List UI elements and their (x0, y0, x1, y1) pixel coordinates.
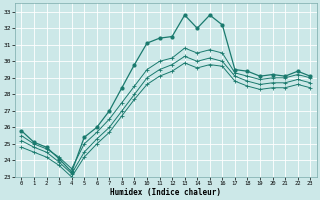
X-axis label: Humidex (Indice chaleur): Humidex (Indice chaleur) (110, 188, 221, 197)
